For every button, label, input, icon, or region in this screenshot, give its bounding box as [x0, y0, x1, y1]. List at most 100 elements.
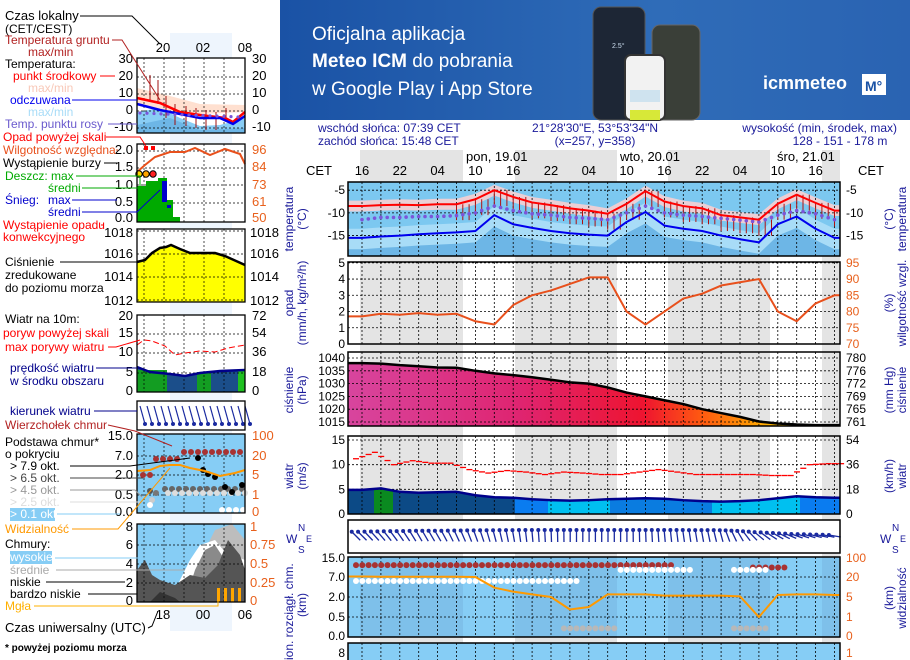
tz-left: CET: [306, 163, 332, 178]
label: Wilgotność względna: [3, 143, 116, 157]
svg-text:wilgotność wzgl.: wilgotność wzgl.: [895, 260, 909, 348]
label: 20: [252, 68, 266, 83]
label: 84: [252, 159, 266, 174]
dew-point-dot: [662, 211, 667, 215]
hour-label: 04: [430, 163, 444, 178]
tick-label: 776: [846, 364, 866, 378]
label: 50: [252, 210, 266, 225]
cloud-7-dot: [239, 482, 245, 488]
cloud-top-dot: [441, 562, 448, 569]
label: 2.0: [115, 142, 133, 157]
label: max/min: [28, 105, 73, 119]
dew-point-dot: [561, 214, 566, 219]
wind-arrow-head: [668, 528, 673, 533]
dew-point-dot: [788, 210, 793, 214]
wind-arrow-head: [420, 528, 425, 533]
dew-point-dot: [448, 214, 453, 218]
cloud-base-dot: [497, 578, 504, 584]
wind-speed-fill: [197, 372, 211, 392]
tick-label: -5: [846, 183, 857, 197]
cloud-base-dot: [165, 490, 171, 496]
wind-arrow-head: [185, 422, 189, 426]
mini-frame: [136, 523, 246, 603]
cloud-top-dot: [160, 456, 166, 462]
hour-label: 04: [733, 163, 747, 178]
label: > 6.5 okt.: [10, 471, 60, 485]
cloud-base-dot: [731, 566, 737, 573]
wind-arrow-head: [362, 529, 367, 534]
wind-arrow-icon: [357, 531, 367, 541]
wind-arrow-icon: [706, 529, 711, 543]
cloud-7-dot: [195, 455, 201, 461]
snow-bar: [167, 205, 171, 208]
tick-label: 1: [846, 610, 853, 624]
wind-speed-fill: [137, 370, 167, 392]
wind-arrow-head: [394, 529, 399, 534]
wind-arrow-icon: [730, 530, 738, 542]
label: 4: [126, 556, 133, 571]
felt-temperature-line: [348, 210, 840, 244]
label: Temp. punktu rosy: [5, 117, 103, 131]
cloud-top-dot: [535, 562, 542, 569]
wind-arrow-icon: [663, 529, 666, 543]
banner-line2: Meteo ICM do pobrania: [312, 51, 513, 72]
low-cloud-dot: [598, 625, 605, 632]
cloud-top-dot: [460, 562, 467, 569]
dew-point-dot: [435, 214, 440, 219]
svg-text:E: E: [306, 534, 312, 544]
cloud-top-dot: [181, 449, 187, 455]
tick-label: -10: [328, 206, 346, 220]
hour-label: 10: [619, 163, 633, 178]
tick-label: -15: [846, 229, 864, 243]
label: 20: [156, 40, 170, 55]
label: Widzialność: [5, 522, 69, 536]
cloud-base-dot: [686, 566, 693, 573]
cloud-top-dot: [630, 562, 637, 569]
tick-label: 0: [338, 507, 345, 521]
cloud-top-dot: [554, 562, 561, 569]
cloud-base-dot: [630, 566, 637, 573]
wind-arrow-icon: [153, 405, 160, 425]
tick-label: 2.0: [328, 590, 345, 604]
cloud-base-dot: [466, 578, 473, 584]
label: * powyżej poziomu morza: [5, 643, 127, 654]
cloud-base-dot: [416, 578, 422, 584]
visibility-line: [136, 464, 246, 478]
wind-arrow-head: [465, 528, 470, 533]
label: 0: [126, 593, 133, 608]
tick-label: 0.0: [328, 629, 345, 643]
dew-point-dot: [391, 215, 396, 220]
tick-label: 5: [846, 590, 853, 604]
cloud-base-dot: [460, 578, 467, 584]
tick-label: 1030: [318, 377, 345, 391]
wind-arrow-head: [764, 530, 769, 535]
day-label: pon, 19.01: [466, 149, 527, 164]
app-banner[interactable]: Oficjalna aplikacja Meteo ICM do pobrani…: [280, 0, 910, 121]
mini-frame: [136, 228, 246, 303]
cloud-base-dot: [403, 578, 410, 584]
pressure-line: [136, 243, 246, 267]
dew-point-dot: [229, 115, 233, 119]
tick-label: 85: [846, 288, 860, 302]
svg-text:S: S: [892, 545, 899, 556]
wind-arrow-head: [478, 528, 483, 533]
cloud-base-dot: [233, 507, 239, 513]
dew-point-dot: [631, 208, 635, 213]
label: Wiatr na 10m:: [5, 312, 80, 326]
cloud-base-dot: [737, 566, 744, 573]
wind-arrow-head: [746, 529, 751, 534]
cloud-base-dot: [226, 507, 232, 513]
label: 1012: [104, 293, 133, 308]
dew-point-dot: [738, 218, 742, 222]
dew-point-dot: [467, 211, 471, 216]
okt-highlight: [10, 508, 55, 521]
connector-line: [70, 489, 143, 498]
dew-point-dot: [429, 214, 434, 219]
wind-arrow-head: [452, 528, 457, 533]
svg-text:(km/h): (km/h): [882, 459, 896, 493]
wind-arrow-icon: [174, 405, 181, 425]
label: 1018: [250, 225, 279, 240]
cloud-top-dot: [237, 449, 243, 455]
svg-text:wiatr: wiatr: [282, 463, 296, 489]
